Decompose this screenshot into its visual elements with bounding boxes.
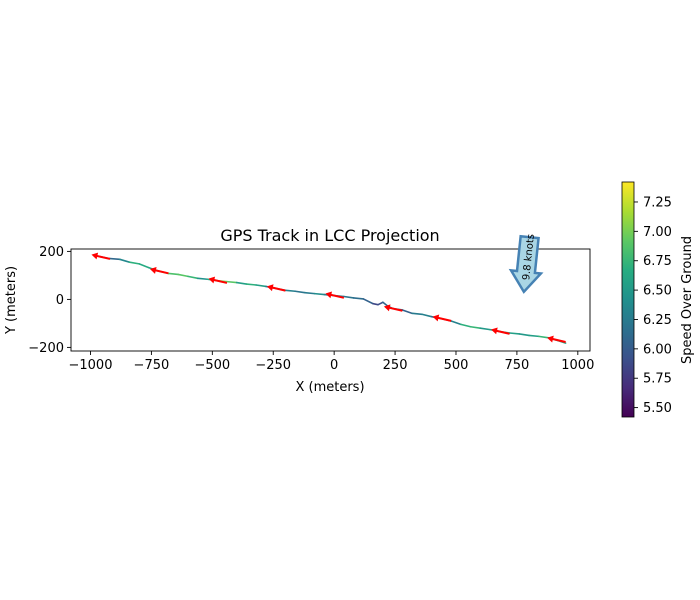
track-segment	[362, 298, 374, 305]
track-segment	[372, 302, 379, 306]
colorbar-tick-label: 6.25	[643, 313, 672, 328]
heading-arrow	[208, 276, 228, 284]
track-segment	[313, 292, 326, 296]
y-tick-label: 200	[39, 245, 64, 260]
track-segment	[352, 297, 365, 300]
y-axis-label: Y (meters)	[4, 266, 19, 335]
track-segment	[377, 301, 384, 306]
x-tick-label: −250	[255, 358, 291, 373]
x-tick-label: 500	[444, 358, 469, 373]
heading-arrow	[491, 327, 510, 335]
heading-arrow-head	[91, 252, 99, 260]
heading-arrow	[383, 304, 403, 312]
x-tick-label: 250	[383, 358, 408, 373]
track-segment	[450, 320, 462, 326]
colorbar-tick-label: 7.25	[643, 195, 672, 210]
heading-arrow	[91, 252, 111, 260]
heading-arrow-head	[149, 266, 157, 274]
track-segment	[235, 281, 248, 285]
heading-arrow-head	[325, 291, 333, 299]
track-segment	[508, 332, 521, 335]
speed-annotation: 9.8 knots	[508, 234, 544, 294]
x-tick-label: 1000	[561, 358, 594, 373]
colorbar-tick-label: 6.50	[643, 284, 672, 299]
track-segment	[411, 312, 423, 316]
heading-arrow-head	[208, 276, 216, 284]
track-segment	[177, 273, 189, 278]
track-segment	[401, 309, 413, 315]
track-segment	[343, 295, 355, 299]
track-segment	[469, 325, 482, 330]
track-segment	[226, 280, 238, 284]
colorbar-tick-label: 6.75	[643, 254, 672, 269]
track-segment	[538, 335, 550, 339]
colorbar-tick-label: 6.00	[643, 342, 672, 357]
track-segment	[479, 327, 491, 331]
plot-frame	[70, 248, 591, 352]
track-segment	[518, 333, 530, 337]
track-segment	[128, 261, 141, 265]
track-segment	[284, 289, 296, 293]
x-tick-label: 750	[504, 358, 529, 373]
track-segment	[109, 257, 121, 261]
colorbar-ticks: 5.50 5.75 6.00 6.25 6.50 6.75 7.00 7.25	[634, 195, 672, 416]
colorbar-label: Speed Over Ground	[680, 236, 695, 364]
chart-title: GPS Track in LCC Projection	[220, 226, 439, 245]
track-segment	[187, 275, 199, 280]
track-segment	[255, 284, 267, 288]
annotation-arrow-box	[508, 234, 544, 294]
colorbar-tick-label: 5.50	[643, 401, 672, 416]
track-segment	[138, 263, 150, 269]
track-segment	[294, 290, 306, 294]
heading-arrow	[149, 266, 169, 275]
heading-arrow	[547, 335, 566, 343]
heading-arrows	[91, 252, 566, 343]
y-tick-label: 0	[56, 293, 64, 308]
heading-arrow-head	[547, 335, 554, 343]
heading-arrow-head	[491, 327, 498, 335]
heading-arrow-head	[383, 304, 391, 312]
track-segment	[382, 301, 389, 307]
x-tick-label: −750	[134, 358, 170, 373]
x-tick-label: −1000	[69, 358, 113, 373]
track-segment	[196, 277, 209, 281]
track-segment	[421, 313, 433, 318]
track-segment	[167, 272, 180, 276]
track-segment	[460, 323, 472, 328]
x-axis: −1000 −750 −500 −250 0 250 500 750 1000	[69, 351, 594, 373]
colorbar-tick-label: 5.75	[643, 372, 672, 387]
x-axis-label: X (meters)	[295, 380, 364, 395]
colorbar-tick-label: 7.00	[643, 225, 672, 240]
heading-arrow-head	[432, 314, 440, 322]
heading-arrow-head	[266, 284, 274, 292]
track-segment	[528, 334, 540, 338]
track-segment	[304, 291, 316, 295]
y-tick-label: −200	[28, 341, 64, 356]
heading-arrow	[432, 314, 452, 322]
track-segment	[118, 258, 131, 264]
heading-arrow	[325, 291, 345, 299]
x-tick-label: 0	[330, 358, 338, 373]
y-axis: −200 0 200	[28, 245, 71, 356]
x-tick-label: −500	[194, 358, 230, 373]
annotation-label: 9.8 knots	[521, 234, 537, 281]
track-segment	[245, 283, 257, 286]
colorbar	[621, 181, 635, 418]
heading-arrow	[266, 284, 286, 292]
